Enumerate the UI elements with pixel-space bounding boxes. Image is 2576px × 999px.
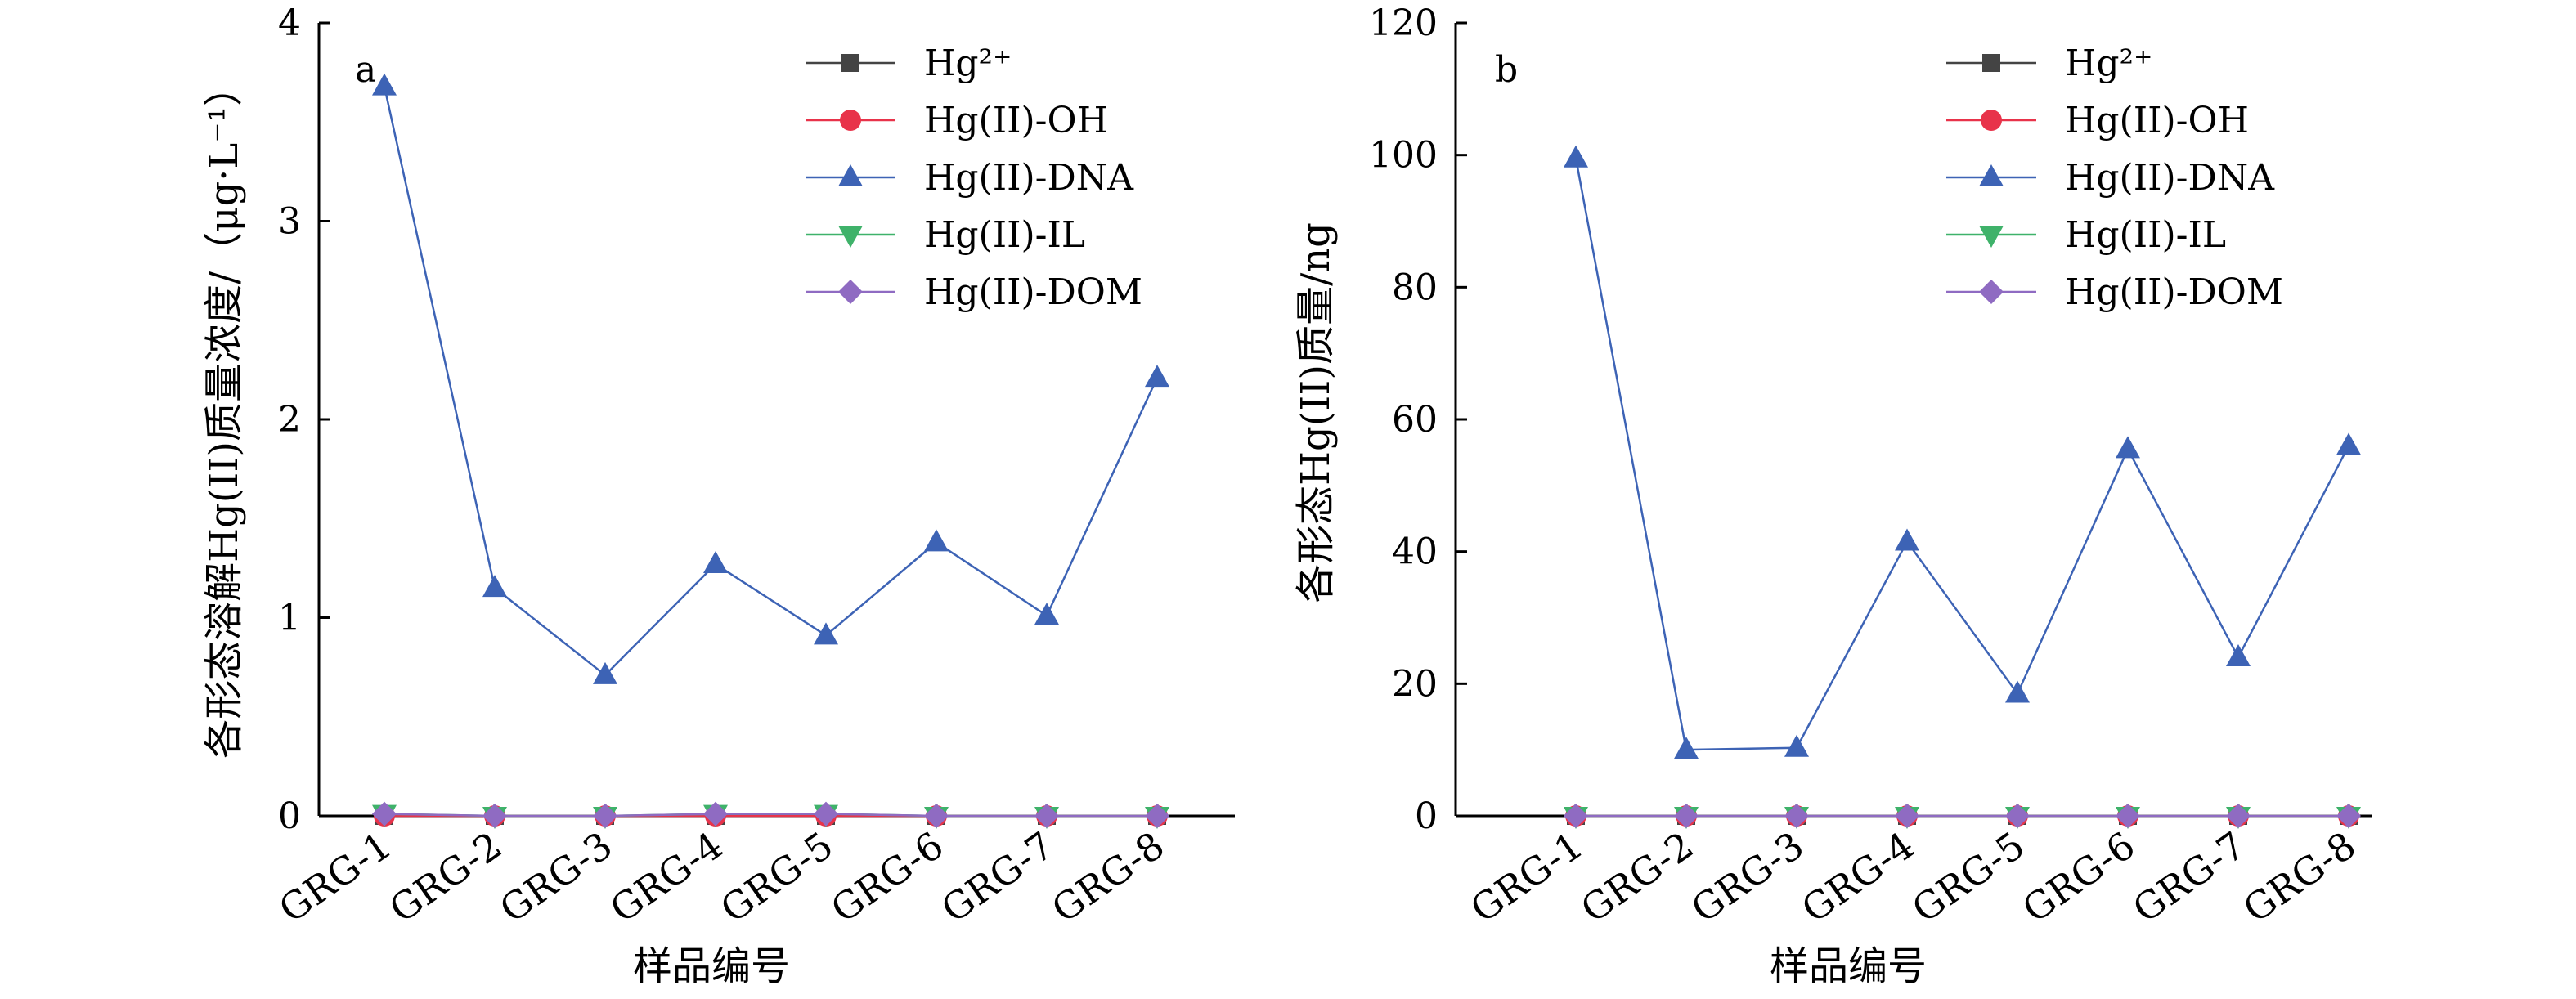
y-tick-label: 60 bbox=[1392, 399, 1438, 441]
data-point bbox=[482, 804, 507, 828]
y-axis-label: 各形态Hg(II)质量/ng bbox=[1293, 222, 1339, 603]
y-tick-label: 0 bbox=[1415, 795, 1438, 837]
x-tick-label: GRG-7 bbox=[933, 823, 1061, 931]
legend-marker bbox=[1982, 54, 2000, 72]
y-axis-label: 各形态溶解Hg(II)质量浓度/（μg·L⁻¹） bbox=[201, 67, 247, 759]
x-tick-label: GRG-4 bbox=[1793, 823, 1922, 931]
data-point bbox=[814, 622, 838, 645]
legend-marker bbox=[1981, 110, 2002, 131]
x-tick-label: GRG-7 bbox=[2125, 823, 2253, 931]
x-tick-label: GRG-3 bbox=[491, 823, 620, 931]
legend-label: Hg(II)-IL bbox=[924, 214, 1085, 256]
data-point bbox=[2116, 804, 2140, 828]
data-point bbox=[2226, 804, 2251, 828]
data-point bbox=[1895, 528, 1919, 551]
chart-panel-b: 0 20 40 60 80 100 120 GRG-1GRG-2GRG-3GRG-4GRG-5… bbox=[1293, 2, 2372, 989]
legend-marker bbox=[838, 280, 863, 304]
x-tick-label: GRG-3 bbox=[1683, 823, 1811, 931]
series-4 bbox=[1564, 804, 2361, 828]
x-tick-label: GRG-2 bbox=[1573, 823, 1701, 931]
series-2 bbox=[372, 73, 1169, 684]
data-point bbox=[814, 801, 838, 827]
x-tick-label: GRG-4 bbox=[602, 823, 730, 931]
x-axis-label: 样品编号 bbox=[1770, 943, 1927, 989]
legend-marker bbox=[841, 54, 859, 72]
series-line bbox=[384, 813, 1157, 818]
series-line bbox=[1574, 158, 2350, 751]
y-tick-label: 4 bbox=[278, 2, 301, 44]
legend-label: Hg(II)-DOM bbox=[2065, 271, 2283, 313]
y-tick-label: 80 bbox=[1392, 267, 1438, 308]
data-point bbox=[2005, 804, 2030, 828]
panel-label: a bbox=[355, 49, 376, 91]
data-point bbox=[1564, 145, 1588, 168]
data-point bbox=[593, 661, 617, 684]
legend-label: Hg(II)-IL bbox=[2065, 214, 2226, 256]
data-point bbox=[1145, 365, 1169, 388]
legend-marker bbox=[840, 110, 861, 131]
legend-marker bbox=[838, 226, 863, 248]
x-tick-label: GRG-2 bbox=[381, 823, 509, 931]
legend-label: Hg(II)-OH bbox=[924, 100, 1108, 141]
y-tick-label: 100 bbox=[1369, 135, 1438, 177]
data-point bbox=[1674, 737, 1699, 759]
chart-panel-a: 0 1 2 3 4 GRG-1GRG-2GRG-3GRG-4GRG-5GRG-6GRG-7… bbox=[201, 2, 1235, 989]
data-point bbox=[1784, 804, 1809, 828]
data-point bbox=[1034, 804, 1059, 828]
series-line bbox=[383, 86, 1159, 677]
legend-marker bbox=[1979, 164, 2004, 186]
legend-label: Hg(II)-OH bbox=[2065, 100, 2249, 141]
data-point bbox=[924, 804, 949, 828]
x-tick-label: GRG-1 bbox=[1462, 823, 1591, 931]
series-2 bbox=[1564, 145, 2361, 759]
x-tick-label: GRG-1 bbox=[271, 823, 399, 931]
series-4 bbox=[372, 801, 1169, 828]
data-point bbox=[2226, 644, 2251, 666]
data-point bbox=[703, 801, 728, 827]
x-tick-label: GRG-5 bbox=[712, 823, 841, 931]
legend-label: Hg(II)-DNA bbox=[924, 157, 1134, 199]
y-tick-label: 2 bbox=[278, 399, 301, 441]
legend-label: Hg²⁺ bbox=[2065, 43, 2152, 84]
x-tick-label: GRG-5 bbox=[1904, 823, 2032, 931]
x-tick-label: GRG-6 bbox=[2014, 823, 2143, 931]
legend: Hg²⁺ Hg(II)-OH Hg(II)-DNA Hg(II)-IL Hg(II)-D… bbox=[1946, 43, 2283, 313]
data-point bbox=[1674, 804, 1699, 828]
data-point bbox=[482, 575, 507, 598]
y-tick-label: 0 bbox=[278, 795, 301, 837]
x-tick-label: GRG-8 bbox=[2235, 823, 2363, 931]
x-tick-label: GRG-6 bbox=[823, 823, 951, 931]
y-tick-label: 40 bbox=[1392, 531, 1438, 573]
data-point bbox=[372, 73, 397, 96]
data-point bbox=[1034, 603, 1059, 625]
legend: Hg²⁺ Hg(II)-OH Hg(II)-DNA Hg(II)-IL Hg(II)-D… bbox=[806, 43, 1142, 313]
data-point bbox=[1564, 804, 1588, 828]
data-point bbox=[593, 804, 617, 828]
legend-label: Hg(II)-DNA bbox=[2065, 157, 2275, 199]
data-point bbox=[1895, 804, 1919, 828]
y-tick-label: 3 bbox=[278, 201, 301, 243]
panel-label: b bbox=[1495, 49, 1518, 91]
data-point bbox=[703, 551, 728, 574]
legend-label: Hg²⁺ bbox=[924, 43, 1012, 84]
x-axis-label: 样品编号 bbox=[633, 943, 790, 989]
data-point bbox=[372, 801, 397, 827]
data-point bbox=[1145, 804, 1169, 828]
x-tick-label: GRG-8 bbox=[1043, 823, 1172, 931]
data-point bbox=[2336, 432, 2361, 455]
legend-marker bbox=[1979, 280, 2004, 304]
data-point bbox=[1784, 734, 1809, 757]
y-tick-label: 20 bbox=[1392, 663, 1438, 705]
legend-marker bbox=[838, 164, 863, 186]
data-point bbox=[924, 529, 949, 552]
y-tick-label: 1 bbox=[278, 598, 301, 639]
data-point bbox=[2336, 804, 2361, 828]
data-point bbox=[2005, 680, 2030, 703]
y-tick-label: 120 bbox=[1369, 2, 1438, 44]
data-point bbox=[2116, 436, 2140, 459]
legend-marker bbox=[1979, 226, 2004, 248]
legend-label: Hg(II)-DOM bbox=[924, 271, 1142, 313]
